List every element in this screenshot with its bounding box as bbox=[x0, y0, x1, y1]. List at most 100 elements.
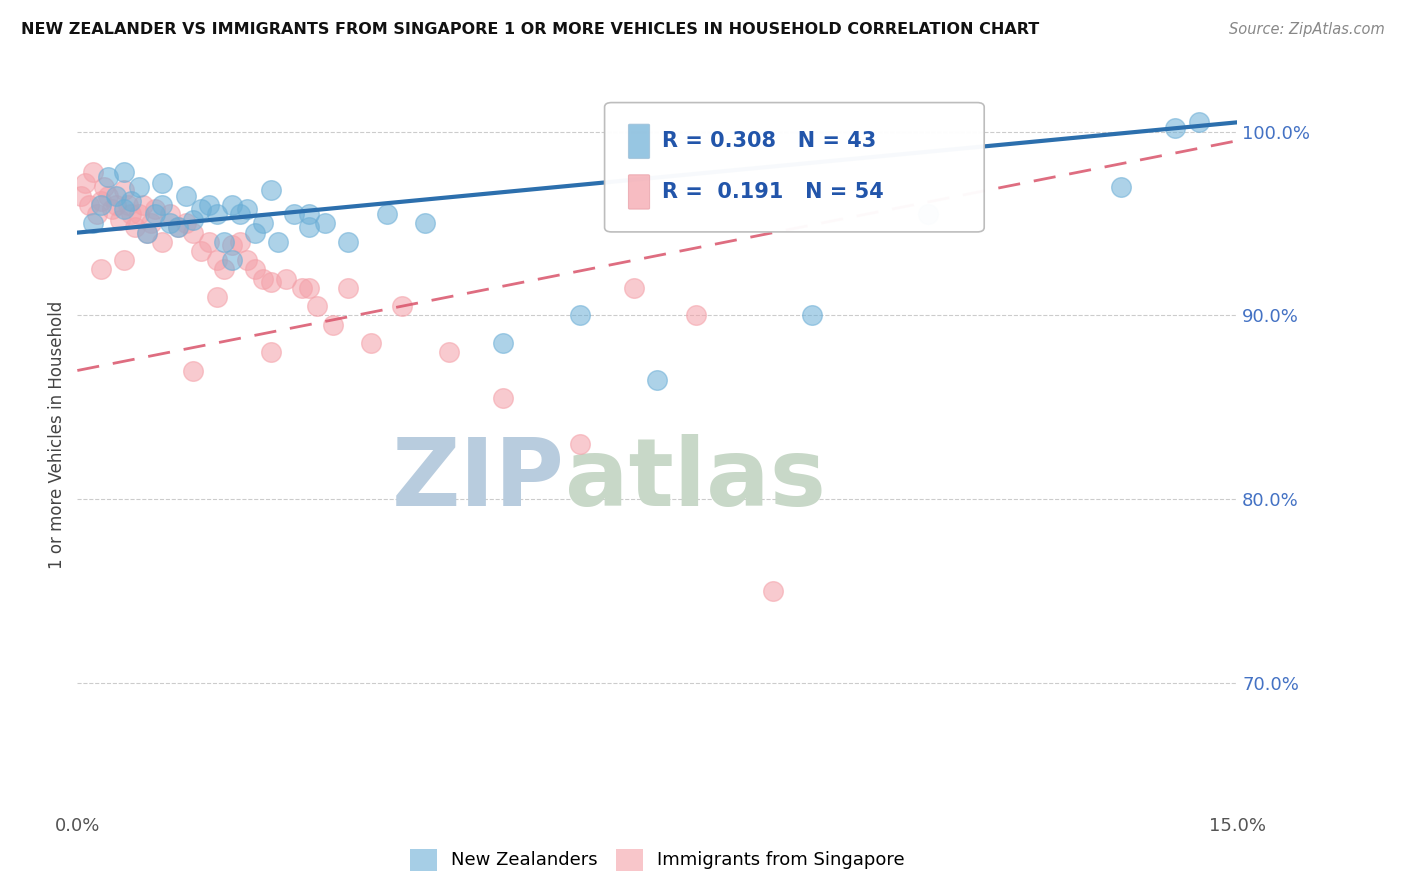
Text: NEW ZEALANDER VS IMMIGRANTS FROM SINGAPORE 1 OR MORE VEHICLES IN HOUSEHOLD CORRE: NEW ZEALANDER VS IMMIGRANTS FROM SINGAPO… bbox=[21, 22, 1039, 37]
Point bbox=[321, 318, 344, 332]
Point bbox=[267, 235, 290, 249]
Point bbox=[112, 202, 135, 216]
Point bbox=[221, 238, 243, 252]
Point bbox=[105, 198, 127, 212]
Point bbox=[252, 216, 274, 230]
Point bbox=[190, 244, 212, 258]
Point bbox=[685, 309, 707, 323]
Point bbox=[75, 176, 96, 190]
Point bbox=[82, 165, 104, 179]
Point bbox=[152, 176, 174, 190]
Point bbox=[143, 207, 166, 221]
Text: R = 0.308   N = 43: R = 0.308 N = 43 bbox=[662, 131, 876, 152]
Point bbox=[159, 207, 181, 221]
Point bbox=[568, 309, 592, 323]
Point bbox=[159, 216, 181, 230]
Point bbox=[283, 207, 305, 221]
Point bbox=[259, 275, 281, 289]
Text: Source: ZipAtlas.com: Source: ZipAtlas.com bbox=[1229, 22, 1385, 37]
Point bbox=[391, 299, 413, 313]
Point bbox=[274, 271, 298, 285]
Point bbox=[298, 220, 321, 235]
Point bbox=[97, 170, 120, 185]
Text: R =  0.191   N = 54: R = 0.191 N = 54 bbox=[662, 182, 884, 202]
Point bbox=[205, 207, 228, 221]
Point bbox=[190, 202, 212, 216]
Point bbox=[336, 281, 359, 295]
Point bbox=[197, 198, 219, 212]
Point bbox=[1164, 120, 1187, 135]
Legend: New Zealanders, Immigrants from Singapore: New Zealanders, Immigrants from Singapor… bbox=[409, 848, 905, 871]
Point bbox=[623, 281, 645, 295]
Point bbox=[152, 235, 174, 249]
Point bbox=[205, 290, 228, 304]
Point bbox=[307, 299, 329, 313]
Point bbox=[214, 235, 236, 249]
Point bbox=[228, 235, 252, 249]
Point bbox=[647, 373, 669, 387]
Point bbox=[205, 253, 228, 268]
Point bbox=[124, 220, 146, 235]
Point bbox=[70, 189, 93, 203]
Point bbox=[221, 253, 243, 268]
Point bbox=[152, 198, 174, 212]
Text: ZIP: ZIP bbox=[392, 434, 565, 526]
Point bbox=[139, 216, 162, 230]
Point bbox=[135, 226, 157, 240]
Point bbox=[917, 207, 939, 221]
Point bbox=[252, 271, 274, 285]
Point bbox=[298, 281, 321, 295]
Point bbox=[413, 216, 436, 230]
Point bbox=[1187, 115, 1209, 129]
Point bbox=[568, 437, 592, 451]
Point bbox=[135, 226, 157, 240]
Point bbox=[86, 207, 108, 221]
Point bbox=[228, 207, 252, 221]
Point bbox=[77, 198, 100, 212]
Point bbox=[214, 262, 236, 277]
Point bbox=[105, 189, 127, 203]
Point bbox=[437, 345, 460, 359]
Point bbox=[128, 179, 150, 194]
Point bbox=[298, 207, 321, 221]
Point bbox=[259, 183, 281, 197]
Point bbox=[174, 189, 197, 203]
Point bbox=[101, 202, 124, 216]
Point bbox=[336, 235, 359, 249]
Point bbox=[132, 198, 155, 212]
Point bbox=[90, 198, 111, 212]
Point bbox=[97, 189, 120, 203]
Point bbox=[143, 202, 166, 216]
Point bbox=[112, 165, 135, 179]
Point bbox=[1111, 179, 1133, 194]
Point bbox=[82, 216, 104, 230]
Point bbox=[128, 207, 150, 221]
Point bbox=[259, 345, 281, 359]
Y-axis label: 1 or more Vehicles in Household: 1 or more Vehicles in Household bbox=[48, 301, 66, 569]
Point bbox=[762, 584, 785, 599]
Point bbox=[492, 391, 515, 405]
Point bbox=[221, 198, 243, 212]
Point bbox=[236, 253, 259, 268]
Point bbox=[108, 212, 131, 227]
Point bbox=[245, 226, 267, 240]
Point bbox=[375, 207, 398, 221]
Point bbox=[183, 212, 205, 227]
Point bbox=[117, 198, 139, 212]
Point bbox=[197, 235, 219, 249]
Point bbox=[90, 262, 111, 277]
Point bbox=[166, 220, 188, 235]
Point bbox=[112, 183, 135, 197]
Point bbox=[360, 335, 382, 350]
Point bbox=[174, 216, 197, 230]
Point bbox=[290, 281, 312, 295]
Point bbox=[236, 202, 259, 216]
Point bbox=[120, 194, 143, 209]
Point bbox=[492, 335, 515, 350]
Point bbox=[120, 207, 143, 221]
Point bbox=[183, 226, 205, 240]
Point bbox=[166, 220, 188, 235]
Point bbox=[112, 253, 135, 268]
Point bbox=[183, 363, 205, 377]
Text: atlas: atlas bbox=[565, 434, 825, 526]
